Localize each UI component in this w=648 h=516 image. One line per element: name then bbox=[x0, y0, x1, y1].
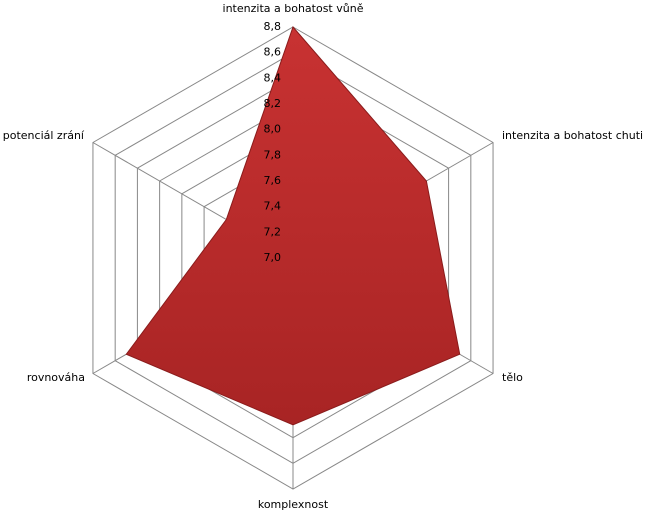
r-tick-label: 8,4 bbox=[264, 71, 282, 84]
r-tick-label: 7,6 bbox=[264, 174, 282, 187]
r-tick-label: 8,8 bbox=[264, 20, 282, 33]
r-tick-label: 8,0 bbox=[264, 123, 282, 136]
category-label: rovnováha bbox=[27, 371, 85, 384]
category-label: intenzita a bohatost vůně bbox=[223, 2, 364, 15]
data-area bbox=[125, 26, 461, 426]
r-tick-label: 8,2 bbox=[264, 97, 282, 110]
category-label: komplexnost bbox=[258, 498, 329, 511]
r-tick-label: 8,6 bbox=[264, 46, 282, 59]
r-tick-label: 7,4 bbox=[264, 200, 282, 213]
category-label: intenzita a bohatost chuti bbox=[502, 129, 643, 142]
r-tick-label: 7,0 bbox=[264, 251, 282, 264]
r-tick-label: 7,8 bbox=[264, 148, 282, 161]
category-label: tělo bbox=[502, 371, 523, 384]
category-label: potenciál zrání bbox=[3, 129, 85, 142]
r-tick-label: 7,2 bbox=[264, 225, 282, 238]
